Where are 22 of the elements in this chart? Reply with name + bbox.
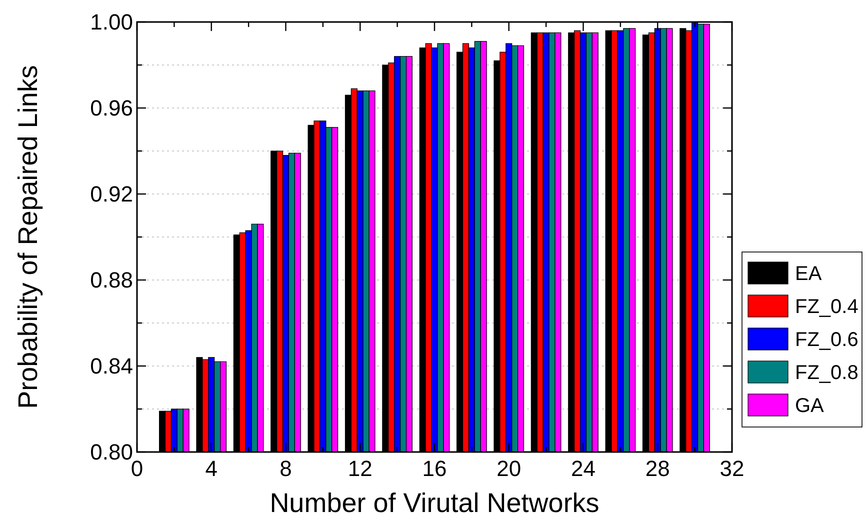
x-tick-label: 12 bbox=[348, 456, 372, 481]
x-tick-label: 20 bbox=[496, 456, 522, 481]
x-axis-title: Number of Virutal Networks bbox=[270, 488, 600, 518]
x-tick-label: 0 bbox=[130, 456, 144, 481]
legend-label: EA bbox=[795, 263, 822, 285]
x-tick-label: 4 bbox=[205, 456, 218, 481]
legend-label: FZ_0.6 bbox=[795, 329, 858, 351]
y-tick-label: 0.92 bbox=[90, 182, 133, 207]
y-tick-label: 0.80 bbox=[90, 440, 133, 465]
x-tick-label: 8 bbox=[280, 456, 292, 481]
legend-label: GA bbox=[795, 395, 825, 417]
legend-label: FZ_0.8 bbox=[795, 362, 858, 384]
y-tick-label: 0.84 bbox=[90, 354, 133, 379]
y-tick-label: 0.88 bbox=[90, 268, 133, 293]
y-tick-label: 1.00 bbox=[90, 10, 133, 35]
x-tick-label: 28 bbox=[645, 456, 670, 481]
x-tick-label: 24 bbox=[571, 456, 596, 481]
legend-label: FZ_0.4 bbox=[795, 296, 858, 318]
y-tick-label: 0.96 bbox=[90, 96, 133, 121]
x-tick-label: 16 bbox=[422, 456, 447, 481]
y-axis-title: Probability of Repaired Links bbox=[13, 65, 43, 409]
x-tick-label: 32 bbox=[720, 456, 744, 481]
